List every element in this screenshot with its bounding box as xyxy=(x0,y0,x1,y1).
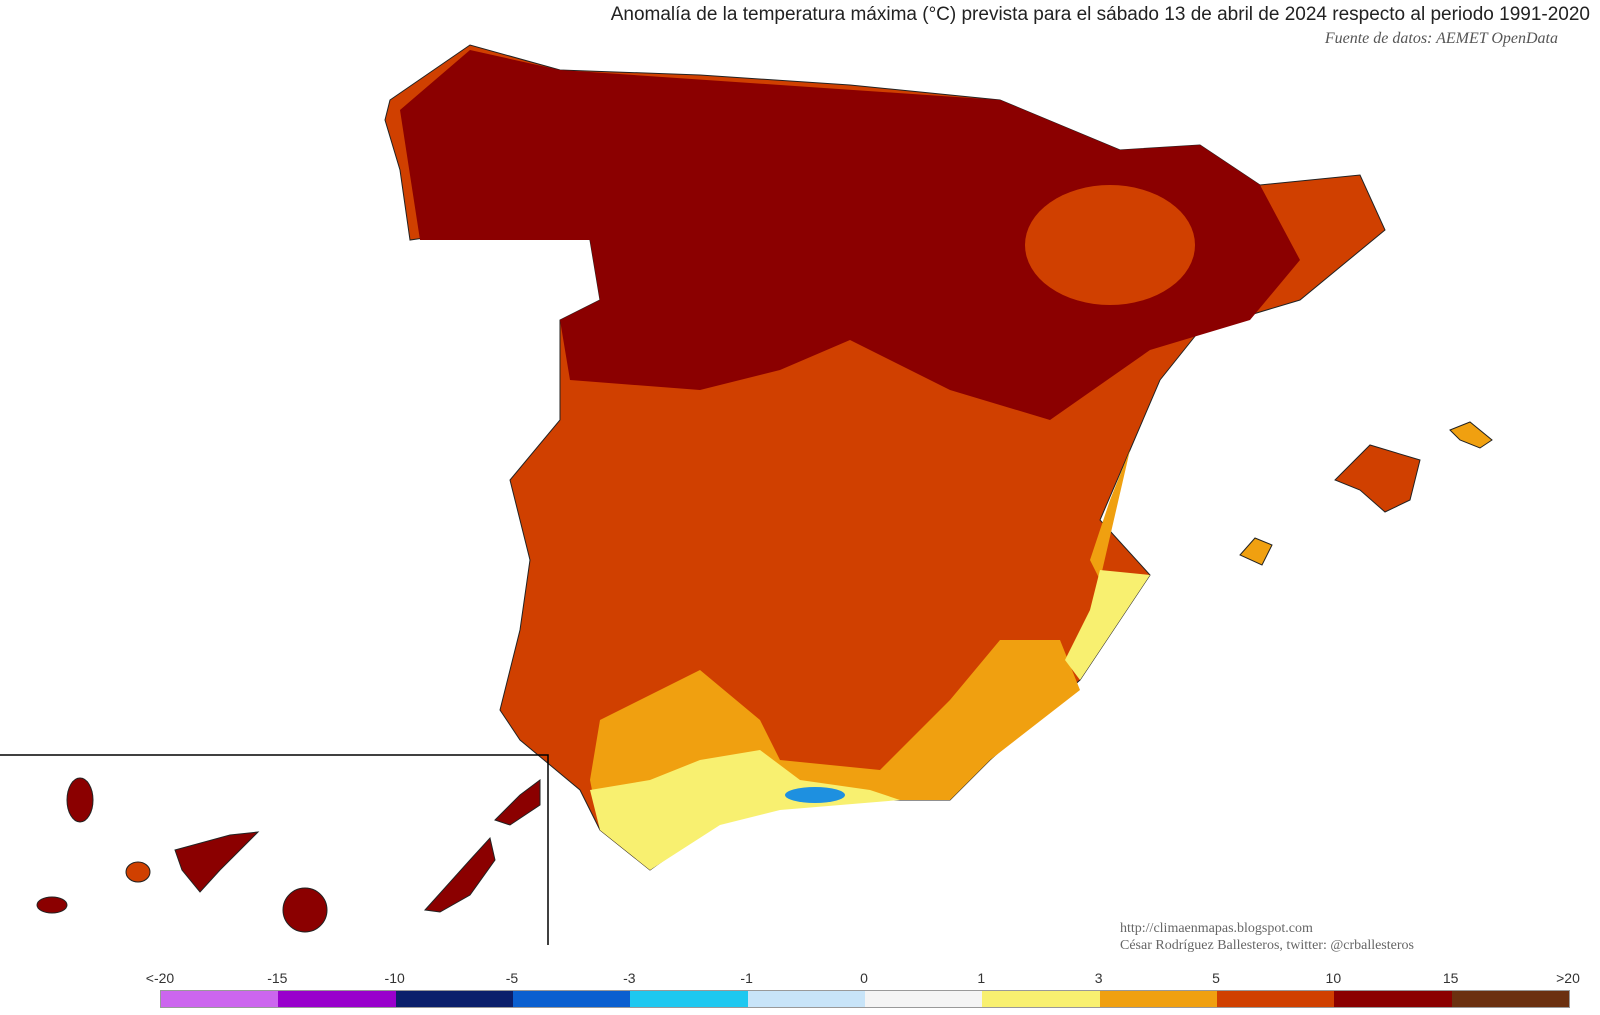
legend-tick: 1 xyxy=(977,970,986,986)
legend-tick: -10 xyxy=(384,970,405,986)
region-alicante-1-3 xyxy=(1065,570,1150,680)
legend-swatch xyxy=(512,991,631,1007)
canary-inset-frame xyxy=(0,754,549,945)
legend-tick: 0 xyxy=(860,970,868,986)
el-hierro xyxy=(36,896,68,914)
legend-swatch xyxy=(1451,991,1569,1007)
legend-tick: -3 xyxy=(623,970,636,986)
tenerife xyxy=(174,831,260,893)
legend-swatch xyxy=(864,991,983,1007)
legend-tick: -1 xyxy=(740,970,753,986)
credits-author: César Rodríguez Ballesteros, twitter: @c… xyxy=(1120,938,1414,953)
region-east-coast-3-5 xyxy=(1090,450,1130,580)
gran-canaria xyxy=(282,887,328,933)
legend-swatch xyxy=(1334,991,1452,1007)
map-title: Anomalía de la temperatura máxima (°C) p… xyxy=(610,4,1590,25)
legend-tick: 3 xyxy=(1094,970,1103,986)
region-aragon-5-10 xyxy=(1025,185,1195,305)
legend-swatch xyxy=(630,991,748,1007)
legend-swatch xyxy=(395,991,513,1007)
legend-bar xyxy=(160,990,1570,1008)
region-coast-1-3 xyxy=(590,750,900,870)
la-gomera xyxy=(125,861,151,883)
legend-tick: 10 xyxy=(1325,970,1342,986)
legend-swatch xyxy=(982,991,1100,1007)
legend-tick: 5 xyxy=(1212,970,1220,986)
region-malaga-negative xyxy=(785,787,845,803)
legend-swatch xyxy=(1216,991,1335,1007)
legend-tick: 15 xyxy=(1442,970,1459,986)
mallorca xyxy=(1334,444,1421,513)
fuerteventura xyxy=(423,836,496,913)
la-palma xyxy=(66,777,94,823)
legend-tick: <-20 xyxy=(145,970,175,986)
credits: http://climaenmapas.blogspot.com César R… xyxy=(1120,920,1414,954)
legend-swatch xyxy=(747,991,865,1007)
legend-swatch xyxy=(278,991,396,1007)
ibiza xyxy=(1239,537,1273,566)
menorca xyxy=(1449,421,1493,449)
legend-swatch xyxy=(161,991,279,1007)
lanzarote xyxy=(494,779,541,826)
credits-url[interactable]: http://climaenmapas.blogspot.com xyxy=(1120,921,1313,936)
data-source: Fuente de datos: AEMET OpenData xyxy=(1324,30,1558,47)
legend-swatch xyxy=(1099,991,1217,1007)
legend-tick: -5 xyxy=(505,970,519,986)
legend-tick: >20 xyxy=(1556,970,1580,986)
color-legend: <-20 -15 -10 -5 -3 -1 0 1 3 5 10 15 >20 xyxy=(146,970,1580,1008)
legend-tick: -15 xyxy=(267,970,288,986)
region-north-10-15 xyxy=(400,50,1300,420)
